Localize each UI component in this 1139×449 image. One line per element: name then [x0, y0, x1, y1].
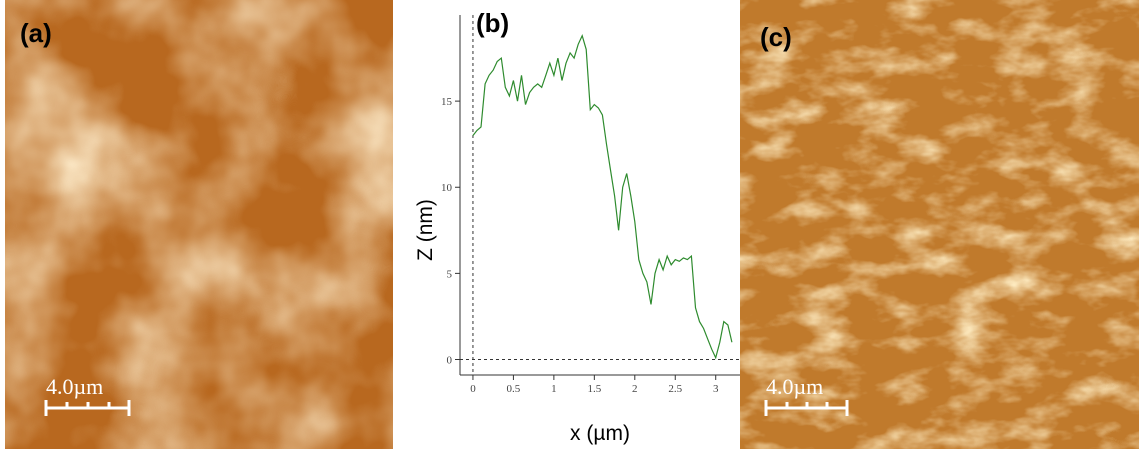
x-tick-label: 2: [632, 383, 638, 395]
panel-label: (a): [20, 18, 52, 48]
scale-bar-c: [764, 400, 849, 416]
y-tick-label: 15: [441, 96, 453, 108]
y-axis-title: Z (nm): [414, 199, 437, 261]
x-tick-label: 2.5: [668, 383, 682, 395]
x-tick-label: 1: [551, 383, 557, 395]
scale-bar-label: 4.0µm: [46, 374, 103, 399]
y-tick-label: 0: [447, 354, 453, 366]
profile-line: [472, 34, 733, 360]
panel-label: (b): [476, 8, 509, 38]
scale-bar-a: [44, 400, 131, 416]
x-tick-label: 1.5: [587, 383, 601, 395]
afm-image-c: [740, 0, 1139, 449]
x-tick-label: 0.5: [507, 383, 521, 395]
y-tick-label: 10: [441, 182, 453, 194]
y-tick-label: 5: [447, 268, 453, 280]
afm-image-a: [5, 0, 393, 449]
panel-label: (c): [760, 22, 792, 52]
x-tick-label: 0: [470, 383, 476, 395]
x-axis-title: x (µm): [570, 422, 630, 445]
scale-bar-label: 4.0µm: [766, 374, 823, 399]
x-tick-label: 3: [713, 383, 719, 395]
